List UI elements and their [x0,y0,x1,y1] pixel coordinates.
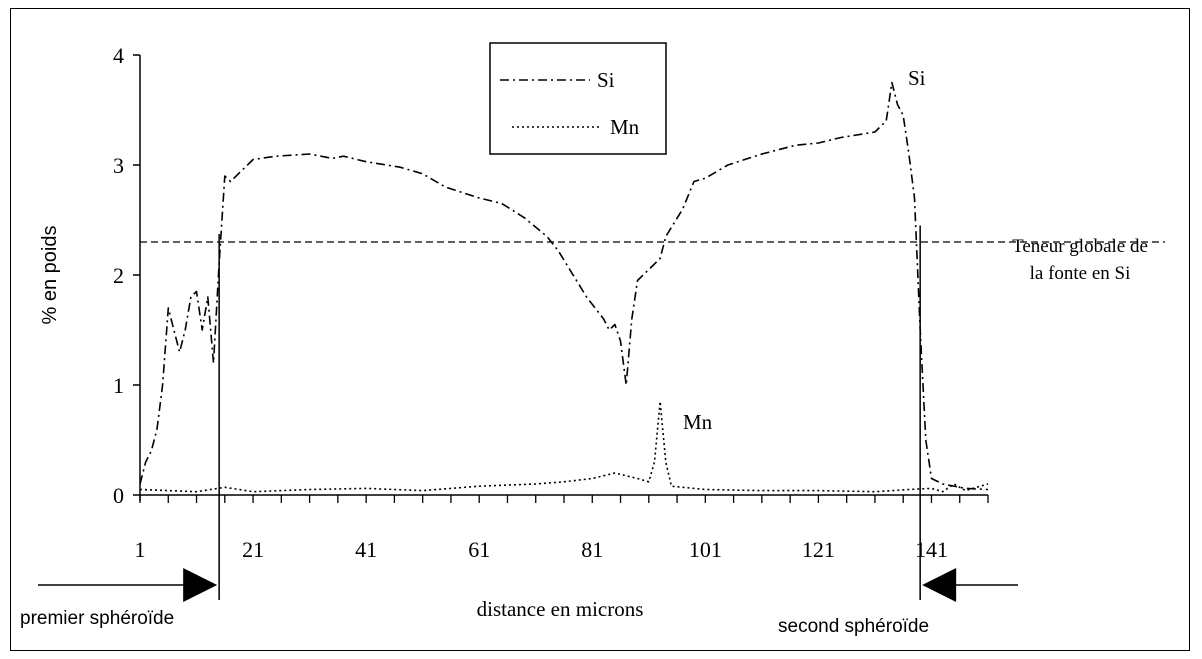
y-axis-label: % en poids [39,226,61,325]
arrow-head-second [922,568,957,602]
reference-line-label-1: Teneur globale de [1012,236,1148,257]
legend-si-label: Si [597,68,615,92]
y-tick-label: 2 [113,263,124,288]
y-tick-label: 0 [113,483,124,508]
legend-mn-label: Mn [610,115,640,139]
annotation-mn: Mn [683,410,713,434]
annotation-si: Si [908,66,926,90]
series-line-si [139,81,989,491]
x-tick-label: 1 [135,537,146,562]
x-tick-label: 81 [581,537,603,562]
x-tick-label: 61 [468,537,490,562]
x-tick-label: 101 [689,537,722,562]
x-tick-label: 21 [242,537,264,562]
y-tick-label: 1 [113,373,124,398]
legend-box [489,42,667,155]
x-tick-label: 121 [802,537,835,562]
arrow-head-premier [183,568,218,602]
y-tick-label: 3 [113,153,124,178]
y-tick-label: 4 [113,43,124,68]
boundary-label-second: second sphéroïde [778,616,929,637]
boundary-label-premier: premier sphéroïde [20,608,174,629]
series-line-mn [139,400,989,493]
x-axis-label: distance en microns [477,597,644,621]
x-tick-label: 41 [355,537,377,562]
reference-line-label-2: la fonte en Si [1030,263,1131,284]
